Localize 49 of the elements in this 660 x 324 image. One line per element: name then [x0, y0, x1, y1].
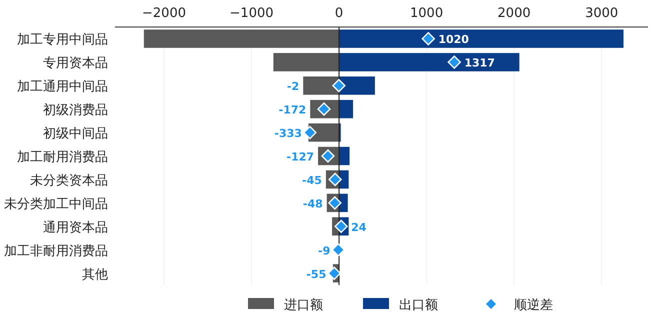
y-tick-label: 其他 — [82, 267, 108, 282]
point — [332, 78, 346, 92]
bar — [303, 76, 340, 95]
data-label: -127 — [286, 150, 314, 164]
y-tick-label: 未分类资本品 — [30, 173, 108, 188]
data-label: -9 — [318, 244, 330, 258]
bar — [339, 30, 624, 48]
y-tick-label: 加工非耐用消费品 — [4, 244, 108, 259]
data-label: 1020 — [438, 33, 470, 46]
data-label: 1317 — [464, 56, 495, 70]
point — [448, 56, 461, 69]
point — [328, 172, 342, 186]
legend-label: 出口额 — [399, 298, 438, 313]
y-tick-label: 加工耐用消费品 — [17, 150, 108, 165]
bar — [273, 53, 340, 72]
y-tick-label: 加工通用中间品 — [17, 80, 108, 95]
point — [422, 32, 435, 46]
data-label: -333 — [274, 127, 302, 140]
x-tick-label: 1000 — [410, 6, 444, 21]
x-tick-label: 0 — [334, 6, 344, 21]
point — [328, 266, 341, 280]
y-tick-label: 未分类加工中间品 — [4, 196, 108, 212]
y-tick-label: 加工专用中间品 — [17, 32, 108, 48]
y-tick-label: 通用资本品 — [43, 220, 108, 236]
data-label: -172 — [278, 104, 306, 117]
y-tick-label: 专用资本品 — [43, 56, 108, 72]
data-label: -48 — [302, 197, 323, 210]
x-tick-label: −2000 — [142, 6, 186, 21]
bar — [339, 76, 375, 95]
bar — [339, 53, 520, 72]
x-tick-label: 2000 — [498, 6, 531, 21]
point — [303, 126, 317, 140]
data-label: -2 — [286, 80, 300, 94]
legend-label: 顺逆差 — [514, 298, 553, 313]
bar — [339, 100, 354, 118]
x-tick-label: −1000 — [230, 6, 274, 21]
data-label: -55 — [306, 268, 326, 281]
bar — [339, 146, 350, 166]
x-tick-label: 3000 — [585, 6, 618, 21]
bar — [339, 194, 348, 212]
point — [328, 196, 342, 210]
y-tick-label: 初级消费品 — [43, 103, 108, 118]
point — [332, 243, 345, 256]
point — [334, 220, 348, 234]
data-label: -45 — [302, 174, 322, 187]
y-tick-label: 初级中间品 — [43, 126, 108, 142]
data-label: 24 — [351, 220, 367, 234]
legend-label: 进口额 — [284, 298, 323, 313]
bar — [144, 30, 340, 48]
